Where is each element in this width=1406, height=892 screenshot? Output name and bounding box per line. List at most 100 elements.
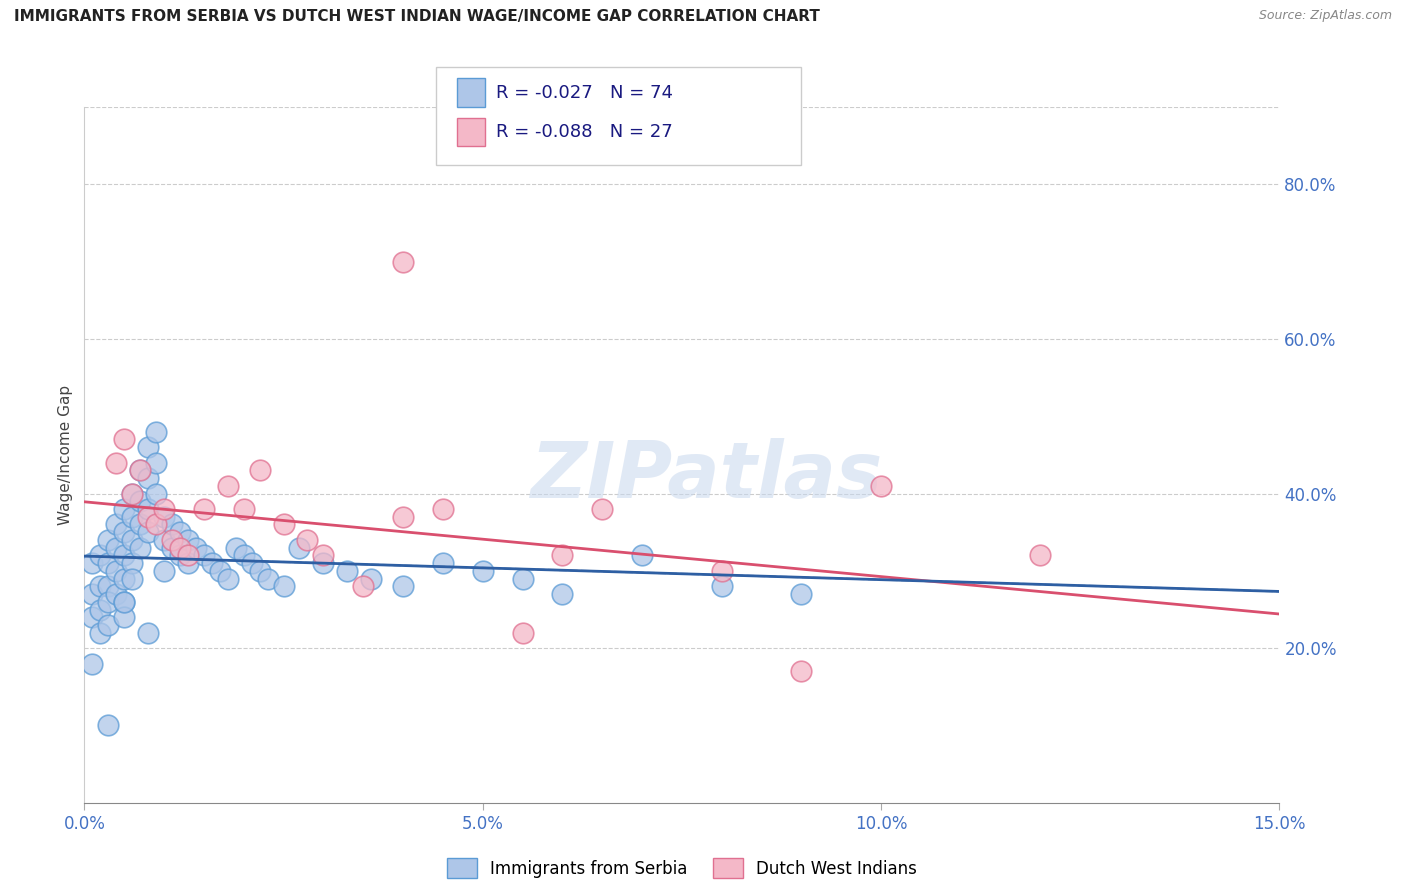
Point bbox=[193, 502, 215, 516]
Point bbox=[121, 486, 143, 500]
Text: Source: ZipAtlas.com: Source: ZipAtlas.com bbox=[1258, 9, 1392, 22]
Point bbox=[153, 509, 176, 524]
Point bbox=[208, 564, 231, 578]
Point bbox=[82, 556, 104, 570]
Point bbox=[129, 463, 152, 477]
Point bbox=[471, 564, 494, 578]
Legend: Immigrants from Serbia, Dutch West Indians: Immigrants from Serbia, Dutch West India… bbox=[440, 851, 924, 885]
Point bbox=[105, 456, 128, 470]
Point bbox=[432, 556, 454, 570]
Point bbox=[392, 509, 415, 524]
Point bbox=[336, 564, 359, 578]
Point bbox=[136, 625, 159, 640]
Point bbox=[105, 517, 128, 532]
Point bbox=[217, 479, 239, 493]
Point bbox=[153, 564, 176, 578]
Point bbox=[160, 517, 183, 532]
Text: R = -0.027   N = 74: R = -0.027 N = 74 bbox=[496, 84, 673, 102]
Point bbox=[551, 549, 574, 563]
Point bbox=[288, 541, 311, 555]
Point bbox=[145, 486, 167, 500]
Point bbox=[392, 579, 415, 593]
Point bbox=[145, 456, 167, 470]
Point bbox=[112, 572, 135, 586]
Point bbox=[225, 541, 247, 555]
Point bbox=[201, 556, 224, 570]
Point bbox=[352, 579, 374, 593]
Point bbox=[591, 502, 613, 516]
Point bbox=[121, 556, 143, 570]
Point bbox=[105, 587, 128, 601]
Point bbox=[153, 502, 176, 516]
Point bbox=[360, 572, 382, 586]
Point bbox=[121, 509, 143, 524]
Point bbox=[105, 564, 128, 578]
Point bbox=[112, 525, 135, 540]
Point bbox=[710, 579, 733, 593]
Point bbox=[136, 525, 159, 540]
Point bbox=[82, 587, 104, 601]
Point bbox=[790, 665, 813, 679]
Point bbox=[89, 602, 111, 616]
Point bbox=[97, 618, 120, 632]
Text: IMMIGRANTS FROM SERBIA VS DUTCH WEST INDIAN WAGE/INCOME GAP CORRELATION CHART: IMMIGRANTS FROM SERBIA VS DUTCH WEST IND… bbox=[14, 9, 820, 24]
Point bbox=[312, 556, 335, 570]
Point bbox=[432, 502, 454, 516]
Point bbox=[273, 579, 295, 593]
Point bbox=[551, 587, 574, 601]
Point bbox=[97, 579, 120, 593]
Point bbox=[145, 517, 167, 532]
Point bbox=[129, 517, 152, 532]
Point bbox=[177, 549, 200, 563]
Point bbox=[136, 440, 159, 454]
Point bbox=[112, 502, 135, 516]
Y-axis label: Wage/Income Gap: Wage/Income Gap bbox=[58, 384, 73, 525]
Point bbox=[112, 433, 135, 447]
Point bbox=[145, 425, 167, 439]
Point bbox=[177, 533, 200, 547]
Point bbox=[136, 471, 159, 485]
Point bbox=[112, 549, 135, 563]
Point bbox=[112, 595, 135, 609]
Point bbox=[153, 533, 176, 547]
Point bbox=[1029, 549, 1052, 563]
Point bbox=[112, 595, 135, 609]
Point bbox=[129, 541, 152, 555]
Point bbox=[710, 564, 733, 578]
Point bbox=[136, 509, 159, 524]
Point bbox=[121, 486, 143, 500]
Point bbox=[97, 533, 120, 547]
Text: ZIPatlas: ZIPatlas bbox=[530, 438, 882, 514]
Point bbox=[89, 549, 111, 563]
Point bbox=[631, 549, 654, 563]
Point bbox=[82, 657, 104, 671]
Point bbox=[249, 463, 271, 477]
Point bbox=[121, 572, 143, 586]
Point bbox=[97, 556, 120, 570]
Point bbox=[97, 595, 120, 609]
Point bbox=[184, 541, 207, 555]
Point bbox=[121, 533, 143, 547]
Point bbox=[105, 541, 128, 555]
Point bbox=[89, 625, 111, 640]
Point bbox=[870, 479, 893, 493]
Point bbox=[273, 517, 295, 532]
Point bbox=[512, 572, 534, 586]
Point bbox=[82, 610, 104, 624]
Point bbox=[249, 564, 271, 578]
Point bbox=[129, 494, 152, 508]
Point bbox=[240, 556, 263, 570]
Point bbox=[790, 587, 813, 601]
Point bbox=[160, 541, 183, 555]
Point bbox=[256, 572, 278, 586]
Point bbox=[232, 502, 254, 516]
Point bbox=[232, 549, 254, 563]
Point bbox=[129, 463, 152, 477]
Point bbox=[136, 502, 159, 516]
Point bbox=[169, 525, 191, 540]
Point bbox=[177, 556, 200, 570]
Point bbox=[312, 549, 335, 563]
Point bbox=[217, 572, 239, 586]
Point bbox=[512, 625, 534, 640]
Point bbox=[297, 533, 319, 547]
